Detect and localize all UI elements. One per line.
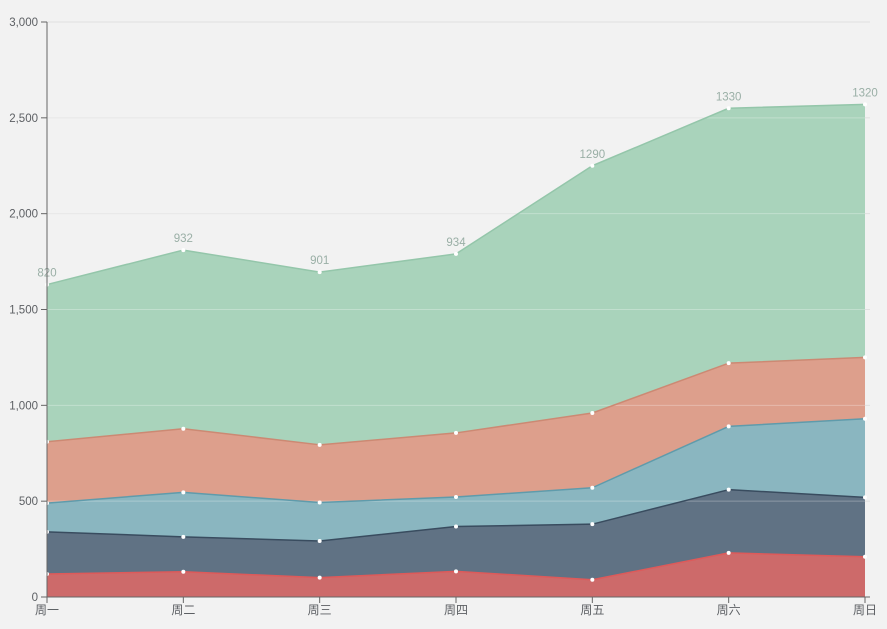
x-axis-category-label: 周四 bbox=[444, 603, 468, 617]
data-point-marker-series-1-red[interactable] bbox=[863, 554, 867, 559]
data-point-marker-series-2-slate[interactable] bbox=[317, 539, 322, 544]
data-point-marker-series-5-green[interactable] bbox=[454, 251, 458, 256]
x-axis-category-label: 周一 bbox=[35, 603, 59, 617]
data-point-marker-series-2-slate[interactable] bbox=[863, 495, 867, 500]
data-point-marker-series-4-salmon[interactable] bbox=[590, 411, 595, 415]
data-point-marker-series-1-red[interactable] bbox=[726, 550, 731, 555]
data-point-marker-series-3-teal[interactable] bbox=[863, 416, 867, 421]
data-point-value-label: 932 bbox=[174, 233, 193, 245]
data-point-value-label: 901 bbox=[310, 255, 329, 267]
data-point-value-label: 1320 bbox=[852, 87, 878, 99]
area-series-3-teal[interactable] bbox=[47, 418, 865, 542]
data-point-marker-series-1-red[interactable] bbox=[181, 569, 186, 574]
data-point-marker-series-1-red[interactable] bbox=[590, 577, 595, 582]
y-axis-tick-label: 1,000 bbox=[9, 400, 38, 412]
data-point-marker-series-3-teal[interactable] bbox=[454, 494, 458, 499]
data-point-marker-series-3-teal[interactable] bbox=[590, 485, 595, 490]
data-point-value-label: 1330 bbox=[716, 91, 742, 103]
area-series-2-slate[interactable] bbox=[47, 489, 865, 580]
x-axis-category-label: 周五 bbox=[580, 603, 604, 617]
data-point-marker-series-5-green[interactable] bbox=[726, 106, 731, 111]
y-axis-tick-label: 2,000 bbox=[9, 209, 38, 221]
data-point-marker-series-3-teal[interactable] bbox=[317, 500, 322, 505]
y-axis-tick-label: 500 bbox=[19, 496, 38, 508]
y-axis-tick-label: 1,500 bbox=[9, 305, 38, 317]
data-point-marker-series-1-red[interactable] bbox=[454, 569, 458, 574]
x-axis-category-label: 周二 bbox=[171, 603, 195, 617]
data-point-marker-series-2-slate[interactable] bbox=[590, 522, 595, 527]
y-axis-tick-label: 3,000 bbox=[9, 17, 38, 29]
x-axis-category-label: 周六 bbox=[717, 603, 741, 617]
data-point-marker-series-5-green[interactable] bbox=[181, 248, 186, 253]
data-point-marker-series-4-salmon[interactable] bbox=[181, 426, 186, 431]
data-point-value-label: 934 bbox=[446, 237, 466, 249]
data-point-marker-series-5-green[interactable] bbox=[590, 163, 595, 168]
y-axis-tick-label: 2,500 bbox=[9, 113, 38, 125]
data-point-marker-series-2-slate[interactable] bbox=[726, 487, 731, 492]
data-point-marker-series-4-salmon[interactable] bbox=[317, 442, 322, 447]
area-series-1-red[interactable] bbox=[47, 552, 865, 597]
data-point-marker-series-4-salmon[interactable] bbox=[454, 430, 458, 435]
data-point-marker-series-1-red[interactable] bbox=[317, 575, 322, 580]
data-point-marker-series-4-salmon[interactable] bbox=[726, 361, 731, 366]
x-axis-category-label: 周三 bbox=[308, 603, 332, 617]
data-point-marker-series-3-teal[interactable] bbox=[181, 490, 186, 495]
data-point-marker-series-5-green[interactable] bbox=[317, 270, 322, 275]
data-point-marker-series-4-salmon[interactable] bbox=[863, 355, 867, 360]
area-series-5-green[interactable] bbox=[47, 104, 865, 445]
data-point-marker-series-3-teal[interactable] bbox=[726, 424, 731, 429]
area-series-4-salmon[interactable] bbox=[47, 357, 865, 504]
data-point-marker-series-2-slate[interactable] bbox=[181, 534, 186, 539]
data-point-marker-series-2-slate[interactable] bbox=[454, 524, 458, 529]
data-point-marker-series-5-green[interactable] bbox=[863, 102, 867, 107]
data-point-value-label: 1290 bbox=[580, 149, 606, 161]
y-axis-tick-label: 0 bbox=[32, 592, 38, 604]
x-axis-category-label: 周日 bbox=[853, 603, 877, 617]
